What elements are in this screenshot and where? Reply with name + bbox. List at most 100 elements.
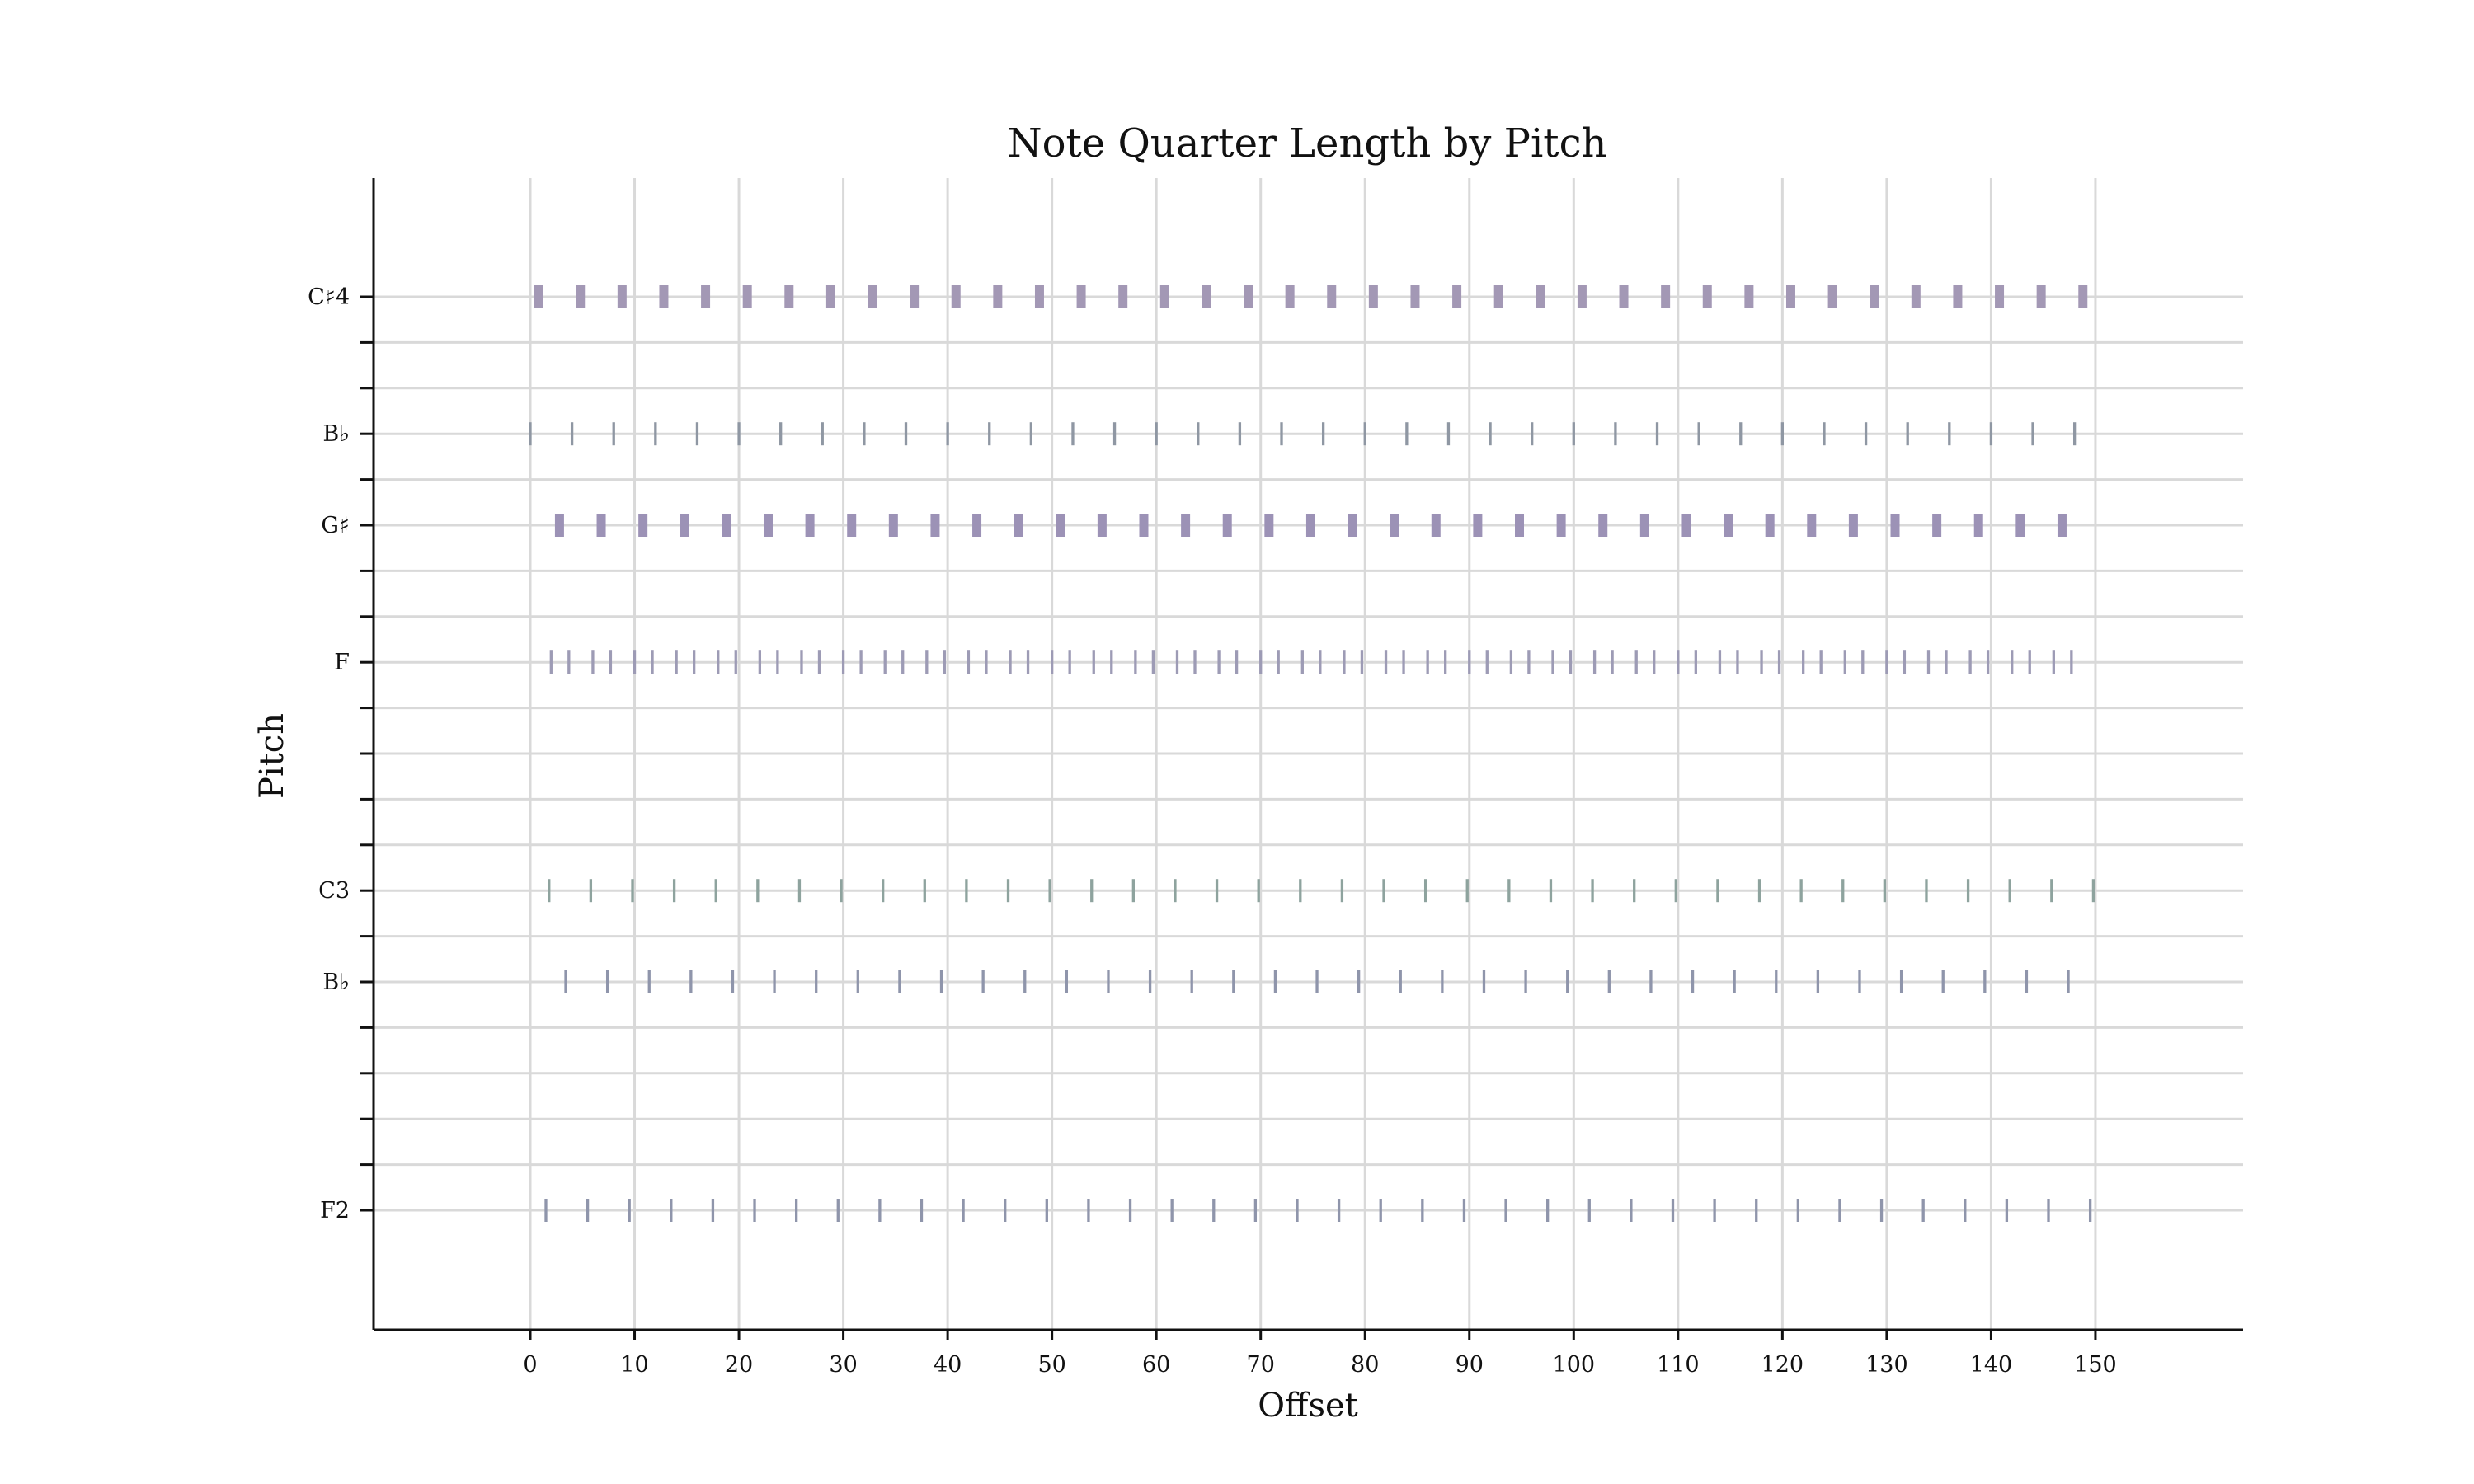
note-mark xyxy=(1151,650,1155,674)
note-mark xyxy=(1713,1199,1716,1222)
note-mark xyxy=(1238,422,1242,446)
note-mark xyxy=(549,650,553,674)
note-mark xyxy=(1630,1199,1633,1222)
note-mark xyxy=(1611,650,1614,674)
note-mark xyxy=(1493,285,1503,308)
note-mark xyxy=(1677,650,1680,674)
note-mark xyxy=(1023,970,1027,993)
note-mark xyxy=(1076,285,1086,308)
note-mark xyxy=(586,1199,590,1222)
note-mark xyxy=(714,879,717,903)
y-axis-label: Pitch xyxy=(253,713,291,799)
note-mark xyxy=(1843,650,1846,674)
note-mark xyxy=(2036,285,2046,308)
note-mark xyxy=(1446,422,1451,446)
y-tick-label: B♭ xyxy=(322,970,350,995)
note-mark xyxy=(1739,422,1743,446)
note-mark xyxy=(1068,650,1071,674)
note-mark xyxy=(1045,1199,1048,1222)
note-mark xyxy=(1348,514,1357,537)
note-mark xyxy=(638,514,648,537)
note-mark xyxy=(654,422,657,446)
note-mark xyxy=(612,422,615,446)
note-mark xyxy=(1864,422,1868,446)
note-mark xyxy=(2078,285,2088,308)
note-mark xyxy=(1118,285,1128,308)
note-mark xyxy=(993,285,1003,308)
note-mark xyxy=(1056,514,1065,537)
note-mark xyxy=(800,650,803,674)
note-mark xyxy=(689,970,693,993)
note-mark xyxy=(1983,970,1987,993)
note-mark xyxy=(701,285,711,308)
note-mark xyxy=(647,970,651,993)
note-mark xyxy=(1253,1199,1258,1222)
note-mark xyxy=(847,514,857,537)
note-mark xyxy=(1607,970,1611,993)
note-mark xyxy=(797,879,802,903)
note-mark xyxy=(965,879,968,903)
note-mark xyxy=(901,650,905,674)
note-mark xyxy=(1051,650,1054,674)
note-mark xyxy=(1382,879,1385,903)
note-mark xyxy=(570,422,574,446)
x-tick-label: 120 xyxy=(1761,1352,1804,1378)
note-mark xyxy=(841,650,845,674)
note-mark xyxy=(1181,514,1191,537)
note-mark xyxy=(1155,422,1158,446)
note-mark xyxy=(1577,285,1587,308)
note-mark xyxy=(1777,650,1781,674)
note-mark xyxy=(773,970,776,993)
note-mark xyxy=(1175,650,1179,674)
note-mark xyxy=(1702,285,1712,308)
note-mark xyxy=(1299,879,1302,903)
note-mark xyxy=(1034,285,1044,308)
note-mark xyxy=(910,285,920,308)
note-mark xyxy=(1926,650,1931,674)
note-mark xyxy=(1964,1199,1967,1222)
x-tick-label: 90 xyxy=(1456,1352,1484,1378)
note-mark xyxy=(1259,650,1263,674)
note-mark xyxy=(2067,970,2070,993)
note-mark xyxy=(1026,650,1030,674)
note-mark xyxy=(1807,514,1817,537)
x-tick-label: 150 xyxy=(2074,1352,2117,1378)
note-mark xyxy=(675,650,678,674)
note-mark xyxy=(1775,970,1778,993)
note-mark xyxy=(815,970,818,993)
note-mark xyxy=(1966,879,1970,903)
x-tick-label: 30 xyxy=(829,1352,857,1378)
note-mark xyxy=(1598,514,1608,537)
note-mark xyxy=(1197,422,1200,446)
note-mark xyxy=(1995,285,2005,308)
note-mark xyxy=(1202,285,1211,308)
note-mark xyxy=(1441,970,1444,993)
note-mark xyxy=(2005,1199,2009,1222)
note-mark xyxy=(628,1199,631,1222)
note-mark xyxy=(1485,650,1489,674)
note-mark xyxy=(1305,514,1315,537)
note-mark xyxy=(943,650,946,674)
note-mark xyxy=(1090,879,1094,903)
note-mark xyxy=(1300,650,1304,674)
note-mark xyxy=(1691,970,1695,993)
note-mark xyxy=(1087,1199,1090,1222)
note-mark xyxy=(1649,970,1653,993)
note-mark xyxy=(1556,514,1566,537)
y-tick-label: F2 xyxy=(320,1198,350,1223)
note-mark xyxy=(672,879,676,903)
note-mark xyxy=(821,422,824,446)
note-mark xyxy=(1504,1199,1507,1222)
note-mark xyxy=(1973,514,1983,537)
note-mark xyxy=(1170,1199,1174,1222)
note-mark xyxy=(753,1199,756,1222)
x-tick-label: 70 xyxy=(1247,1352,1275,1378)
note-mark xyxy=(1340,879,1344,903)
note-mark xyxy=(2008,879,2011,903)
note-mark xyxy=(988,422,991,446)
note-mark xyxy=(923,879,926,903)
note-mark xyxy=(1569,650,1573,674)
note-mark xyxy=(1190,970,1193,993)
note-mark xyxy=(1681,514,1691,537)
note-mark xyxy=(2011,650,2014,674)
